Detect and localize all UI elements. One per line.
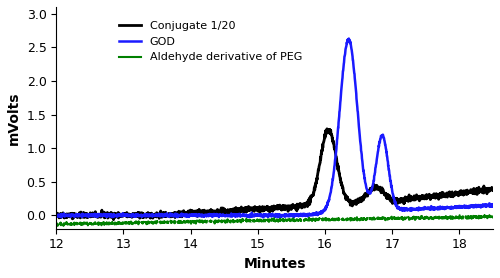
Aldehyde derivative of PEG (76, 221, 82, 225)
Aldehyde derivative of PEG (266, 220, 272, 224)
GOD (254, 214, 260, 217)
Conjugate 1/20 (478, 189, 484, 193)
X-axis label: Minutes: Minutes (244, 257, 306, 271)
Conjugate 1/20 (324, 127, 330, 130)
Aldehyde derivative of PEG (478, 216, 484, 220)
GOD (478, 206, 484, 209)
Conjugate 1/20 (53, 213, 59, 216)
Conjugate 1/20 (254, 206, 260, 210)
Legend: Conjugate 1/20, GOD, Aldehyde derivative of PEG: Conjugate 1/20, GOD, Aldehyde derivative… (114, 17, 306, 67)
Line: Aldehyde derivative of PEG: Aldehyde derivative of PEG (56, 215, 493, 226)
Conjugate 1/20 (110, 218, 116, 221)
Conjugate 1/20 (478, 188, 484, 192)
Aldehyde derivative of PEG (54, 224, 60, 227)
Aldehyde derivative of PEG (490, 216, 496, 219)
Aldehyde derivative of PEG (398, 218, 404, 221)
Conjugate 1/20 (398, 201, 404, 204)
Conjugate 1/20 (76, 214, 82, 217)
GOD (398, 208, 404, 211)
Aldehyde derivative of PEG (53, 223, 59, 226)
GOD (478, 205, 484, 208)
Line: Conjugate 1/20: Conjugate 1/20 (56, 129, 493, 220)
GOD (76, 213, 82, 216)
Line: GOD: GOD (56, 39, 493, 217)
Conjugate 1/20 (266, 208, 272, 211)
Aldehyde derivative of PEG (254, 218, 260, 221)
Aldehyde derivative of PEG (456, 214, 462, 217)
Y-axis label: mVolts: mVolts (7, 91, 21, 145)
GOD (266, 212, 272, 216)
GOD (346, 37, 352, 40)
GOD (490, 203, 496, 207)
Conjugate 1/20 (490, 188, 496, 192)
GOD (58, 216, 64, 219)
GOD (53, 214, 59, 217)
Aldehyde derivative of PEG (478, 215, 484, 219)
